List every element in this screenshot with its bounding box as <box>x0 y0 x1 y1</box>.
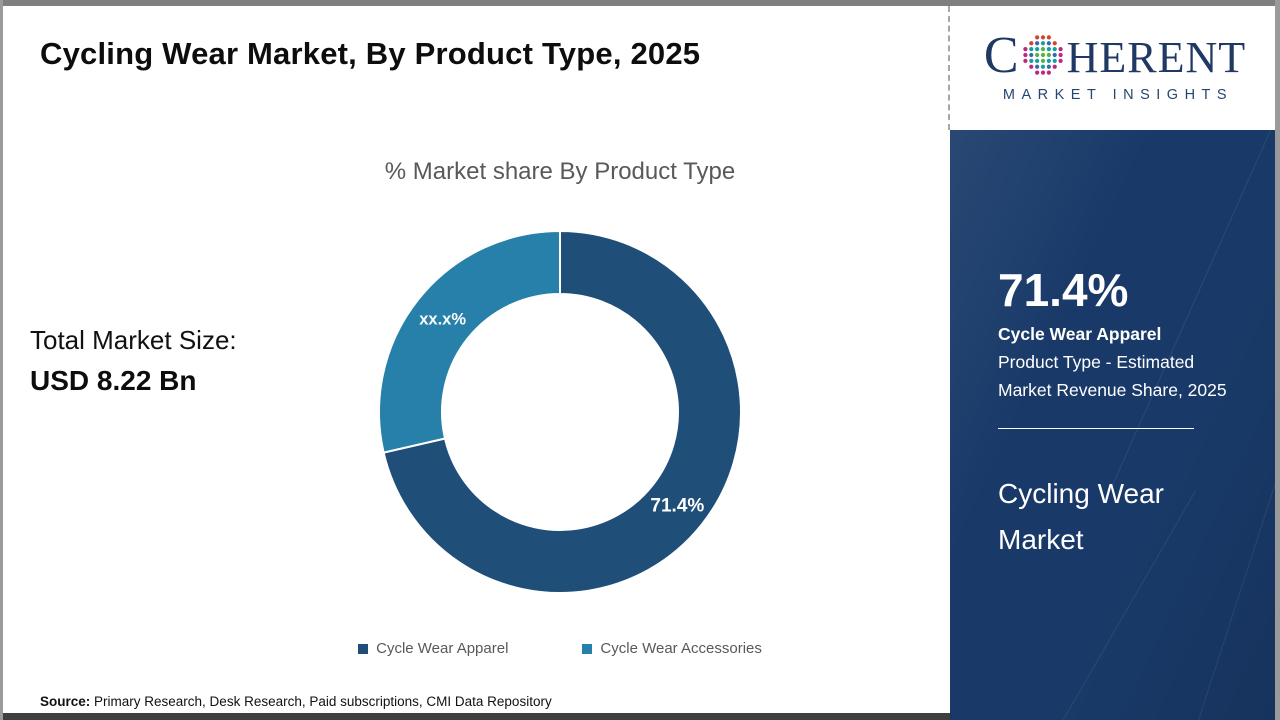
globe-dot <box>1046 52 1051 58</box>
donut-chart: 71.4% xx.x% <box>378 229 742 594</box>
chart-legend: Cycle Wear Apparel Cycle Wear Accessories <box>358 640 762 657</box>
globe-dot <box>1052 41 1057 46</box>
legend-item: Cycle Wear Accessories <box>582 640 762 657</box>
highlight-stat-description: Product Type - Estimated Market Revenue … <box>998 352 1227 401</box>
donut-slice-cycle-wear-accessories <box>378 229 561 454</box>
coherent-logo-globe-icon <box>1022 35 1063 75</box>
globe-dot <box>1046 64 1051 69</box>
globe-dot <box>1034 52 1039 58</box>
side-panel-content: 71.4% Cycle Wear Apparel Product Type - … <box>950 130 1275 564</box>
panel-divider <box>998 428 1194 430</box>
total-market-size-value: USD 8.22 Bn <box>30 365 197 396</box>
globe-dot <box>1028 52 1033 58</box>
side-panel: 71.4% Cycle Wear Apparel Product Type - … <box>950 130 1275 720</box>
legend-item: Cycle Wear Apparel <box>358 640 508 657</box>
globe-dot <box>1028 58 1033 63</box>
highlight-stat-title: Cycle Wear Apparel <box>998 324 1162 345</box>
total-market-size-label: Total Market Size: <box>30 325 237 355</box>
donut-slice-cycle-wear-apparel <box>382 229 742 594</box>
chart-title: % Market share By Product Type <box>384 158 736 185</box>
globe-dot <box>1034 70 1039 75</box>
globe-dot <box>1040 58 1045 63</box>
source-line: Source: Primary Research, Desk Research,… <box>40 694 552 709</box>
globe-dot <box>1052 47 1057 52</box>
coherent-logo: C HERENT MARKET INSIGHTS <box>948 6 1275 130</box>
globe-dot <box>1040 64 1045 69</box>
globe-dot <box>1046 58 1051 63</box>
donut-chart-block: % Market share By Product Type 71.4% xx.x… <box>310 158 810 657</box>
source-text-value: Primary Research, Desk Research, Paid su… <box>94 694 552 709</box>
globe-dot <box>1034 58 1039 63</box>
globe-dot <box>1040 52 1045 58</box>
bottom-bar <box>3 713 950 720</box>
globe-dot <box>1040 47 1045 52</box>
globe-dot <box>1034 64 1039 69</box>
globe-dot <box>1046 70 1051 75</box>
globe-dot <box>1052 58 1057 63</box>
highlight-stat-value: 71.4% <box>998 264 1129 316</box>
globe-dot <box>1022 47 1028 52</box>
donut-slice-label: 71.4% <box>650 495 704 516</box>
globe-dot <box>1028 47 1033 52</box>
globe-dot <box>1040 70 1045 75</box>
logo-subtitle: MARKET INSIGHTS <box>1002 87 1234 103</box>
total-market-size-block: Total Market Size: USD 8.22 Bn <box>30 325 237 397</box>
globe-dot <box>1034 47 1039 52</box>
globe-dot <box>1052 64 1057 69</box>
globe-dot <box>1028 41 1033 46</box>
legend-swatch-icon <box>358 643 369 654</box>
logo-letters-rest: HERENT <box>1066 33 1247 82</box>
globe-dot <box>1052 52 1057 58</box>
globe-dot <box>1022 58 1028 63</box>
panel-market-title: Cycling Wear Market <box>998 478 1164 556</box>
globe-dot <box>1034 41 1039 46</box>
globe-dot <box>1058 58 1063 63</box>
page-title: Cycling Wear Market, By Product Type, 20… <box>40 36 701 71</box>
legend-label: Cycle Wear Accessories <box>600 640 762 657</box>
globe-dot <box>1022 52 1028 58</box>
donut-slice-label: xx.x% <box>419 311 466 329</box>
logo-letter-c: C <box>983 27 1019 85</box>
globe-dot <box>1046 47 1051 52</box>
source-label: Source: <box>40 694 91 709</box>
globe-dot <box>1046 41 1051 46</box>
globe-dot <box>1040 41 1045 46</box>
globe-dot <box>1046 35 1051 40</box>
globe-dot <box>1040 35 1045 40</box>
globe-dot <box>1028 64 1033 69</box>
top-bar <box>3 0 1275 6</box>
coherent-logo-wordmark: C HERENT <box>983 27 1247 85</box>
globe-dot <box>1034 35 1039 40</box>
legend-swatch-icon <box>582 643 593 654</box>
globe-dot <box>1058 47 1063 52</box>
legend-label: Cycle Wear Apparel <box>376 640 509 657</box>
globe-dot <box>1058 52 1063 58</box>
